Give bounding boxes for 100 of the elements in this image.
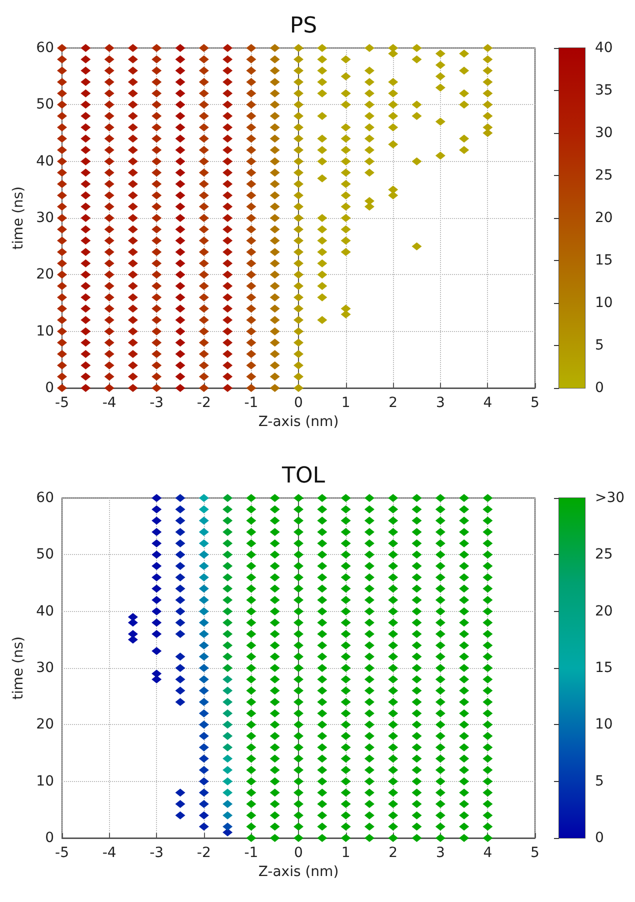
point (364, 754, 374, 763)
point (246, 788, 256, 797)
point (128, 293, 138, 302)
point (198, 664, 209, 672)
x-tick-label: -5 (55, 845, 69, 861)
point (128, 236, 138, 245)
point (388, 539, 398, 548)
point (175, 236, 186, 245)
point (57, 270, 67, 279)
point (222, 293, 233, 302)
point (412, 709, 422, 718)
point (246, 630, 256, 638)
point (270, 788, 280, 797)
point (246, 573, 256, 582)
point (412, 811, 422, 820)
point (128, 214, 138, 222)
point (80, 361, 91, 370)
point (246, 664, 256, 672)
point (435, 516, 446, 525)
point (294, 788, 304, 797)
point (152, 304, 162, 313)
point (435, 118, 446, 126)
point (388, 800, 398, 808)
point (412, 652, 422, 661)
point (435, 61, 446, 69)
point (435, 607, 446, 616)
point (222, 664, 233, 672)
point (128, 316, 138, 324)
point (364, 528, 374, 536)
point (198, 100, 209, 109)
point (459, 720, 470, 729)
point (246, 550, 256, 559)
point (459, 528, 470, 536)
point (246, 361, 256, 370)
point (270, 584, 280, 593)
point (340, 777, 351, 786)
point (104, 361, 114, 370)
point (364, 686, 374, 695)
point (152, 618, 162, 627)
point (270, 596, 280, 604)
point (57, 66, 67, 75)
point (388, 44, 398, 52)
point (128, 180, 138, 188)
point (80, 202, 91, 211)
point (104, 248, 114, 256)
point (198, 516, 209, 525)
point (128, 191, 138, 200)
point (340, 236, 351, 245)
point (222, 225, 233, 234)
point (435, 84, 446, 92)
point (317, 539, 328, 548)
point (294, 584, 304, 593)
point (412, 584, 422, 593)
point (128, 157, 138, 166)
point (246, 834, 256, 842)
color-bar-label: 40 (595, 40, 613, 56)
point (388, 675, 398, 684)
point (152, 675, 162, 684)
point (222, 596, 233, 604)
point (128, 384, 138, 392)
point (80, 270, 91, 279)
point (294, 236, 304, 245)
color-bar-label: 25 (595, 546, 613, 563)
point (246, 562, 256, 570)
point (459, 698, 470, 706)
point (364, 562, 374, 570)
point (80, 78, 91, 86)
point (175, 134, 186, 143)
y-tick-label: 30 (36, 660, 54, 676)
point (222, 259, 233, 268)
point (175, 562, 186, 570)
point (317, 788, 328, 797)
point (317, 754, 328, 763)
point (246, 44, 256, 52)
point (459, 50, 470, 58)
point (198, 180, 209, 188)
point (294, 361, 304, 370)
point (175, 539, 186, 548)
point (270, 539, 280, 548)
point (128, 225, 138, 234)
point (435, 584, 446, 593)
point (222, 584, 233, 593)
point (317, 494, 328, 502)
point (222, 573, 233, 582)
point (222, 350, 233, 358)
point (246, 293, 256, 302)
point (294, 573, 304, 582)
point (198, 66, 209, 75)
point (482, 788, 493, 797)
point (152, 372, 162, 381)
point (152, 191, 162, 200)
point (340, 55, 351, 64)
point (198, 562, 209, 570)
point (317, 743, 328, 752)
point (340, 652, 351, 661)
point (340, 822, 351, 831)
point (294, 709, 304, 718)
point (364, 197, 374, 205)
point (128, 327, 138, 336)
point (222, 55, 233, 64)
